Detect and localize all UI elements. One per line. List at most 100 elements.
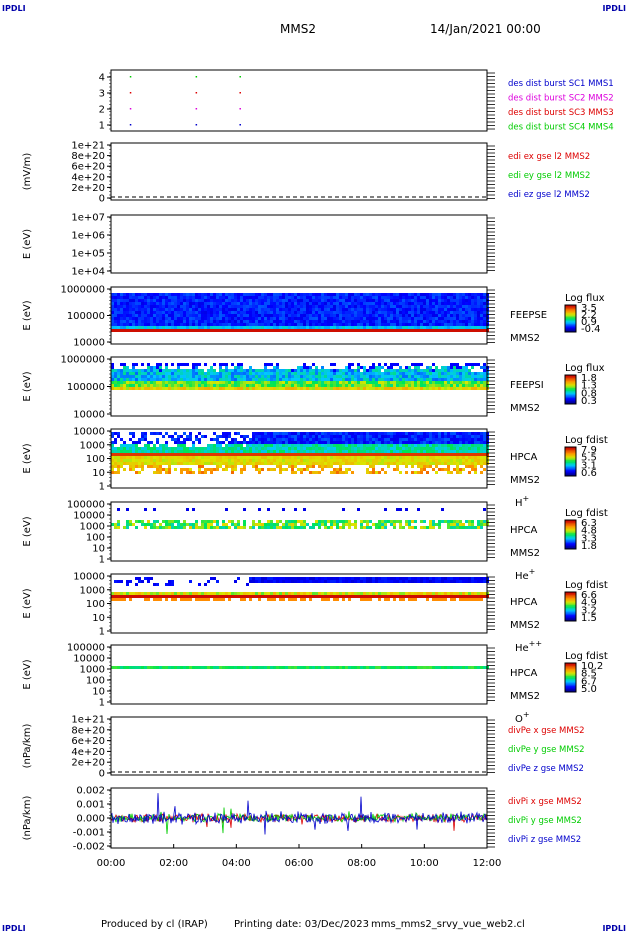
spectrogram-cell: [297, 381, 300, 384]
spectrogram-cell: [177, 326, 180, 329]
spectrogram-cell: [144, 592, 147, 595]
spectrogram-cell: [180, 598, 183, 601]
spectrogram-cell: [408, 296, 411, 299]
spectrogram-cell: [345, 326, 348, 329]
spectrogram-cell: [156, 302, 159, 305]
spectrogram-cell: [330, 459, 333, 462]
spectrogram-cell: [231, 453, 234, 456]
spectrogram-cell: [156, 296, 159, 299]
spectrogram-cell: [165, 384, 168, 387]
spectrogram-cell: [342, 438, 345, 441]
spectrogram-cell: [261, 438, 264, 441]
spectrogram-cell: [300, 447, 303, 450]
spectrogram-cell: [147, 366, 150, 369]
spectrogram-cell: [189, 326, 192, 329]
spectrogram-cell: [255, 444, 258, 447]
spectrogram-cell: [408, 320, 411, 323]
spectrogram-cell: [294, 432, 297, 435]
spectrogram-cell: [405, 523, 408, 526]
spectrogram-cell: [117, 580, 120, 583]
spectrogram-cell: [270, 444, 273, 447]
spectrogram-cell: [240, 387, 243, 390]
spectrogram-cell: [285, 456, 288, 459]
spectrogram-cell: [144, 456, 147, 459]
spectrogram-cell: [249, 462, 252, 465]
spectrogram-cell: [111, 453, 114, 456]
spectrogram-cell: [387, 320, 390, 323]
spectrogram-cell: [333, 453, 336, 456]
spectrogram-cell: [366, 323, 369, 326]
spectrogram-cell: [297, 444, 300, 447]
colorbar-segment: [565, 533, 576, 535]
spectrogram-cell: [270, 453, 273, 456]
spectrogram-cell: [435, 326, 438, 329]
spectrogram-cell: [336, 369, 339, 372]
spectrogram-cell: [204, 329, 207, 332]
spectrogram-cell: [378, 526, 381, 529]
spectrogram-cell: [423, 432, 426, 435]
spectrogram-cell: [333, 471, 336, 474]
spectrogram-cell: [207, 468, 210, 471]
spectrogram-cell: [303, 366, 306, 369]
spectrogram-cell: [183, 375, 186, 378]
spectrogram-cell: [345, 366, 348, 369]
spectrogram-cell: [114, 317, 117, 320]
spectrogram-cell: [453, 523, 456, 526]
spectrogram-cell: [285, 526, 288, 529]
spectrogram-cell: [198, 453, 201, 456]
spectrogram-cell: [351, 432, 354, 435]
spectrogram-cell: [405, 387, 408, 390]
spectrogram-cell: [399, 366, 402, 369]
spectrogram-cell: [357, 305, 360, 308]
spectrogram-cell: [285, 369, 288, 372]
spectrogram-cell: [213, 387, 216, 390]
spectrogram-cell: [303, 453, 306, 456]
spectrogram-cell: [348, 317, 351, 320]
spectrogram-cell: [306, 447, 309, 450]
spectrogram-cell: [159, 462, 162, 465]
spectrogram-cell: [318, 320, 321, 323]
spectrogram-cell: [231, 438, 234, 441]
spectrogram-cell: [390, 441, 393, 444]
spectrogram-cell: [306, 523, 309, 526]
spectrogram-cell: [459, 438, 462, 441]
spectrogram-cell: [291, 372, 294, 375]
spectrogram-cell: [213, 462, 216, 465]
spectrogram-cell: [219, 384, 222, 387]
spectrogram-cell: [126, 320, 129, 323]
spectrogram-cell: [186, 468, 189, 471]
colorbar-segment: [565, 530, 576, 533]
spectrogram-cell: [345, 381, 348, 384]
spectrogram-cell: [168, 526, 171, 529]
spectrogram-cell: [348, 369, 351, 372]
spectrogram-cell: [240, 471, 243, 474]
spectrogram-cell: [438, 462, 441, 465]
spectrogram-cell: [165, 592, 168, 595]
spectrogram-cell: [345, 305, 348, 308]
species-label: H+: [515, 494, 529, 509]
spectrogram-cell: [471, 432, 474, 435]
spectrogram-cell: [192, 305, 195, 308]
spectrogram-cell: [369, 384, 372, 387]
spectrogram-cell: [135, 387, 138, 390]
spectrogram-cell: [444, 438, 447, 441]
spectrogram-cell: [390, 369, 393, 372]
spectrogram-cell: [195, 592, 198, 595]
spectrogram-cell: [345, 471, 348, 474]
spectrogram-cell: [339, 320, 342, 323]
instrument-label: HPCA: [510, 452, 538, 463]
spectrogram-cell: [258, 508, 261, 511]
spectrogram-cell: [234, 323, 237, 326]
spectrogram-cell: [165, 369, 168, 372]
spectrogram-cell: [315, 450, 318, 453]
spectrogram-cell: [135, 363, 138, 366]
spectrogram-cell: [402, 444, 405, 447]
spectrogram-cell: [330, 326, 333, 329]
spectrogram-cell: [363, 435, 366, 438]
colorbar-segment: [565, 534, 576, 537]
spectrogram-cell: [315, 459, 318, 462]
spectrogram-cell: [411, 471, 414, 474]
spectrogram-cell: [159, 384, 162, 387]
spectrogram-cell: [207, 314, 210, 317]
spectrogram-cell: [441, 375, 444, 378]
